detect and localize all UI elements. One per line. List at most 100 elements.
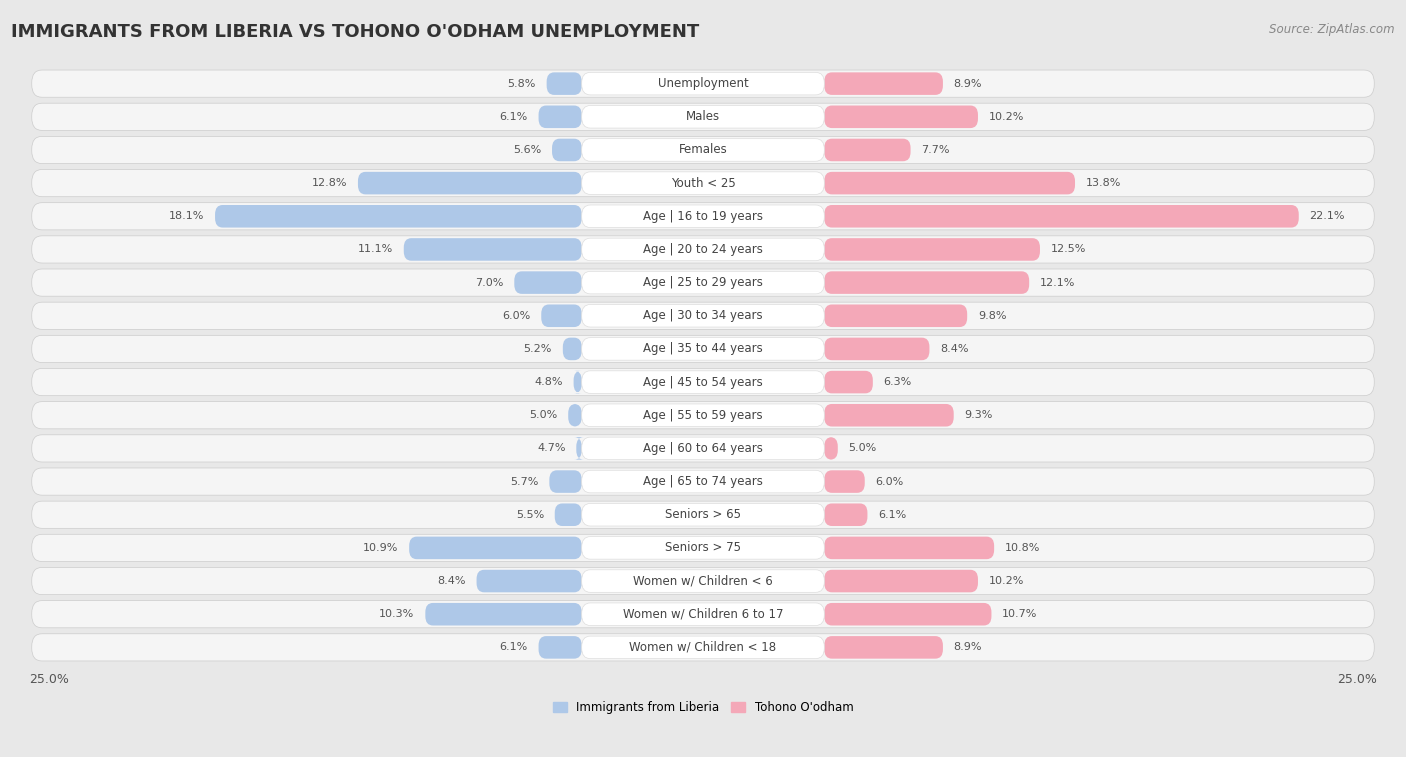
FancyBboxPatch shape (824, 636, 943, 659)
Text: 12.8%: 12.8% (312, 178, 347, 188)
Text: 6.3%: 6.3% (883, 377, 912, 387)
Text: Source: ZipAtlas.com: Source: ZipAtlas.com (1270, 23, 1395, 36)
FancyBboxPatch shape (824, 371, 873, 394)
Text: 5.0%: 5.0% (529, 410, 557, 420)
Text: 10.9%: 10.9% (363, 543, 398, 553)
Text: 5.2%: 5.2% (523, 344, 553, 354)
FancyBboxPatch shape (582, 570, 824, 592)
FancyBboxPatch shape (824, 271, 1029, 294)
Text: 12.1%: 12.1% (1040, 278, 1076, 288)
FancyBboxPatch shape (582, 271, 824, 294)
FancyBboxPatch shape (582, 537, 824, 559)
FancyBboxPatch shape (582, 172, 824, 195)
FancyBboxPatch shape (582, 603, 824, 625)
FancyBboxPatch shape (32, 634, 1374, 661)
Text: 4.8%: 4.8% (534, 377, 562, 387)
FancyBboxPatch shape (582, 437, 824, 459)
FancyBboxPatch shape (582, 470, 824, 493)
Text: Women w/ Children 6 to 17: Women w/ Children 6 to 17 (623, 608, 783, 621)
FancyBboxPatch shape (562, 338, 582, 360)
Text: 6.1%: 6.1% (499, 112, 527, 122)
Text: 25.0%: 25.0% (30, 673, 69, 687)
FancyBboxPatch shape (553, 139, 582, 161)
Text: 10.8%: 10.8% (1005, 543, 1040, 553)
Text: 9.8%: 9.8% (979, 311, 1007, 321)
FancyBboxPatch shape (824, 304, 967, 327)
FancyBboxPatch shape (538, 105, 582, 128)
Text: 10.2%: 10.2% (988, 112, 1024, 122)
FancyBboxPatch shape (32, 468, 1374, 495)
FancyBboxPatch shape (568, 404, 582, 426)
FancyBboxPatch shape (824, 338, 929, 360)
FancyBboxPatch shape (409, 537, 582, 559)
Text: Seniors > 75: Seniors > 75 (665, 541, 741, 554)
Text: 10.7%: 10.7% (1002, 609, 1038, 619)
Text: 4.7%: 4.7% (537, 444, 565, 453)
FancyBboxPatch shape (574, 437, 583, 459)
FancyBboxPatch shape (824, 105, 979, 128)
Text: 10.3%: 10.3% (380, 609, 415, 619)
Text: Women w/ Children < 18: Women w/ Children < 18 (630, 641, 776, 654)
Text: 12.5%: 12.5% (1050, 245, 1085, 254)
FancyBboxPatch shape (824, 603, 991, 625)
Text: Unemployment: Unemployment (658, 77, 748, 90)
Text: Age | 30 to 34 years: Age | 30 to 34 years (643, 310, 763, 322)
FancyBboxPatch shape (824, 404, 953, 426)
FancyBboxPatch shape (32, 402, 1374, 429)
Text: 25.0%: 25.0% (1337, 673, 1376, 687)
Text: 11.1%: 11.1% (357, 245, 394, 254)
FancyBboxPatch shape (582, 304, 824, 327)
FancyBboxPatch shape (215, 205, 582, 228)
FancyBboxPatch shape (550, 470, 582, 493)
Text: Age | 65 to 74 years: Age | 65 to 74 years (643, 475, 763, 488)
Text: 5.6%: 5.6% (513, 145, 541, 155)
FancyBboxPatch shape (582, 338, 824, 360)
FancyBboxPatch shape (404, 238, 582, 260)
FancyBboxPatch shape (32, 103, 1374, 130)
Text: Age | 16 to 19 years: Age | 16 to 19 years (643, 210, 763, 223)
Text: Age | 45 to 54 years: Age | 45 to 54 years (643, 375, 763, 388)
Text: 6.1%: 6.1% (499, 643, 527, 653)
FancyBboxPatch shape (582, 371, 824, 394)
Text: 9.3%: 9.3% (965, 410, 993, 420)
Text: Age | 55 to 59 years: Age | 55 to 59 years (643, 409, 763, 422)
Text: Females: Females (679, 144, 727, 157)
Text: IMMIGRANTS FROM LIBERIA VS TOHONO O'ODHAM UNEMPLOYMENT: IMMIGRANTS FROM LIBERIA VS TOHONO O'ODHA… (11, 23, 700, 41)
Text: Women w/ Children < 6: Women w/ Children < 6 (633, 575, 773, 587)
Text: Age | 20 to 24 years: Age | 20 to 24 years (643, 243, 763, 256)
Text: Age | 25 to 29 years: Age | 25 to 29 years (643, 276, 763, 289)
FancyBboxPatch shape (547, 73, 582, 95)
FancyBboxPatch shape (32, 302, 1374, 329)
FancyBboxPatch shape (477, 570, 582, 592)
FancyBboxPatch shape (32, 369, 1374, 396)
FancyBboxPatch shape (555, 503, 582, 526)
FancyBboxPatch shape (824, 139, 911, 161)
FancyBboxPatch shape (824, 470, 865, 493)
FancyBboxPatch shape (515, 271, 582, 294)
FancyBboxPatch shape (824, 503, 868, 526)
FancyBboxPatch shape (32, 236, 1374, 263)
Text: 8.9%: 8.9% (953, 79, 983, 89)
Text: 5.7%: 5.7% (510, 477, 538, 487)
FancyBboxPatch shape (582, 503, 824, 526)
FancyBboxPatch shape (824, 437, 838, 459)
Text: 7.7%: 7.7% (921, 145, 950, 155)
FancyBboxPatch shape (582, 105, 824, 128)
FancyBboxPatch shape (32, 534, 1374, 562)
FancyBboxPatch shape (574, 371, 582, 394)
FancyBboxPatch shape (32, 136, 1374, 164)
Text: 6.0%: 6.0% (502, 311, 530, 321)
FancyBboxPatch shape (824, 238, 1040, 260)
FancyBboxPatch shape (32, 70, 1374, 97)
Text: 6.1%: 6.1% (879, 509, 907, 520)
Text: 18.1%: 18.1% (169, 211, 204, 221)
Text: 5.5%: 5.5% (516, 509, 544, 520)
Text: 6.0%: 6.0% (876, 477, 904, 487)
FancyBboxPatch shape (32, 203, 1374, 230)
Text: Age | 60 to 64 years: Age | 60 to 64 years (643, 442, 763, 455)
Text: Age | 35 to 44 years: Age | 35 to 44 years (643, 342, 763, 356)
Text: 8.9%: 8.9% (953, 643, 983, 653)
FancyBboxPatch shape (426, 603, 582, 625)
Text: 13.8%: 13.8% (1085, 178, 1121, 188)
Text: 8.4%: 8.4% (437, 576, 465, 586)
